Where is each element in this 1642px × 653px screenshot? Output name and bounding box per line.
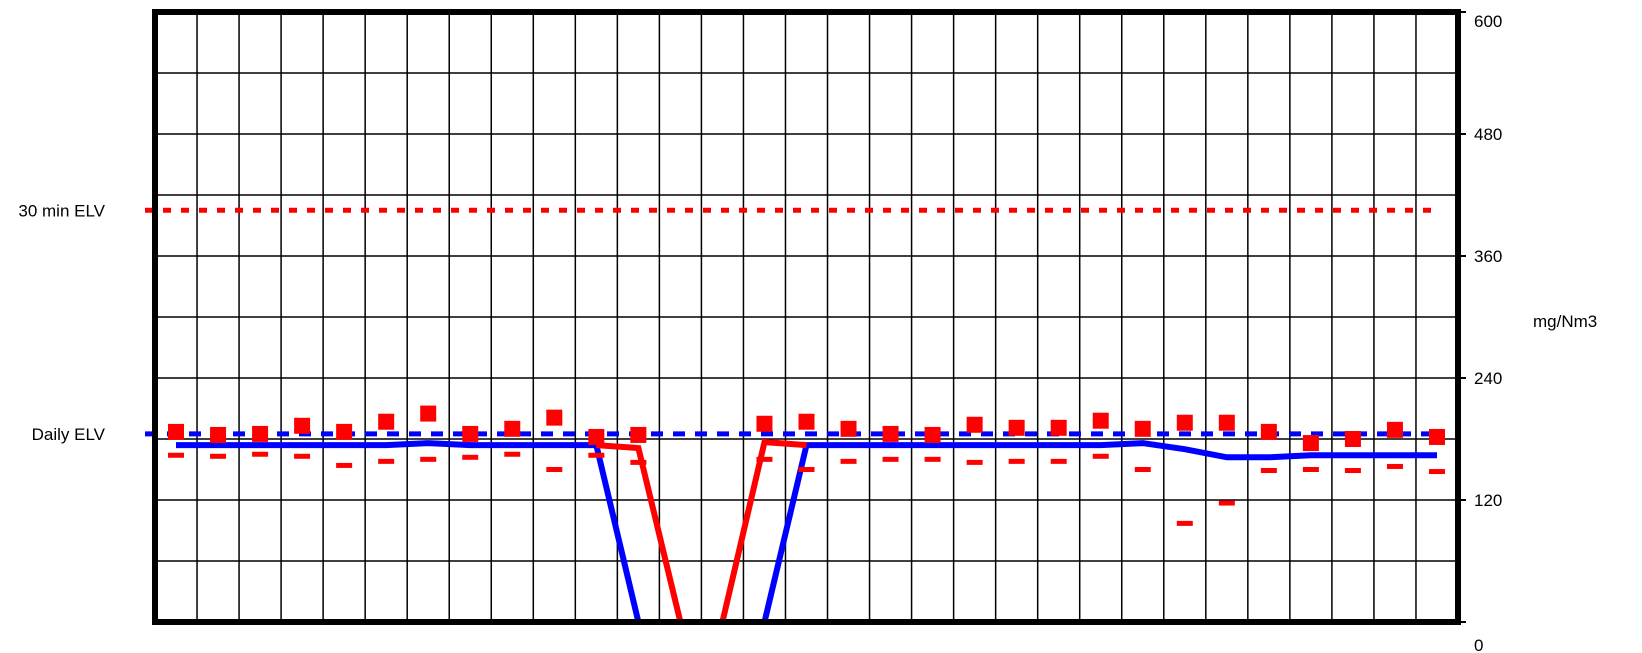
reference-lines [145, 207, 1440, 437]
data-point-square [1008, 419, 1025, 436]
data-point-dash [294, 453, 311, 459]
data-point-square [840, 420, 857, 437]
data-point-dash [546, 467, 563, 472]
data-point-square [1428, 428, 1445, 445]
data-point-dash [588, 452, 605, 458]
labels: 30 min ELV Daily ELV 0 120 240 360 480 600 mg/Nm… [18, 11, 1597, 653]
data-point-dash [798, 467, 815, 472]
data-point-square [420, 405, 437, 422]
y-tick-label: 240 [1474, 369, 1502, 388]
data-point-square [1260, 423, 1277, 440]
data-point-square [1176, 414, 1193, 431]
data-point-dash [1176, 520, 1193, 526]
data-point-square [210, 426, 227, 443]
data-point-square [1050, 419, 1067, 436]
data-point-dash [1008, 458, 1025, 464]
data-point-square [630, 426, 647, 443]
data-point-square [168, 423, 185, 440]
data-point-dash [252, 451, 269, 457]
data-point-square [546, 409, 563, 426]
data-point-dash [966, 459, 983, 465]
data-point-dash [882, 456, 899, 462]
data-point-square [294, 417, 311, 434]
data-point-dash [1302, 467, 1319, 472]
data-point-square [1092, 412, 1109, 429]
y-tick-label: 480 [1474, 125, 1502, 144]
data-point-dash [504, 451, 521, 457]
data-point-dash [630, 459, 647, 465]
data-point-dash [756, 456, 773, 462]
data-point-dash [210, 453, 227, 459]
data-point-square [588, 428, 605, 445]
data-point-square [252, 425, 269, 442]
plot-frame [152, 9, 1461, 625]
data-point-square [924, 426, 941, 443]
data-point-square [378, 413, 395, 430]
grid [155, 12, 1458, 622]
data-point-square [756, 415, 773, 432]
y-tick-label: 360 [1474, 247, 1502, 266]
y-tick-label: 120 [1474, 491, 1502, 510]
data-point-dash [168, 452, 185, 458]
series [168, 405, 1445, 625]
data-point-dash [1386, 463, 1403, 469]
data-point-square [1218, 414, 1235, 431]
data-point-square [966, 416, 983, 433]
y-unit-label: mg/Nm3 [1533, 312, 1597, 331]
data-point-square [798, 413, 815, 430]
data-point-dash [1134, 467, 1151, 472]
data-point-square [336, 423, 353, 440]
data-point-square [1134, 420, 1151, 437]
data-point-dash [462, 454, 479, 460]
data-point-square [462, 425, 479, 442]
reference-line-label: Daily ELV [32, 425, 106, 444]
y-tick-label: 600 [1474, 12, 1502, 31]
data-point-square [1302, 435, 1319, 452]
data-point-dash [420, 456, 437, 462]
reference-line-label: 30 min ELV [18, 201, 105, 220]
data-point-dash [1344, 468, 1361, 474]
data-point-dash [1428, 469, 1445, 475]
data-point-square [504, 420, 521, 437]
y-tick-label: 0 [1474, 636, 1483, 653]
data-point-dash [1092, 453, 1109, 459]
data-point-square [882, 425, 899, 442]
data-point-square [1386, 421, 1403, 438]
data-point-dash [1260, 468, 1277, 474]
data-point-dash [840, 458, 857, 464]
data-point-dash [336, 462, 353, 468]
data-point-dash [378, 458, 395, 464]
data-point-square [1344, 431, 1361, 447]
data-point-dash [924, 456, 941, 462]
data-point-dash [1050, 458, 1067, 464]
data-point-dash [1218, 500, 1235, 506]
